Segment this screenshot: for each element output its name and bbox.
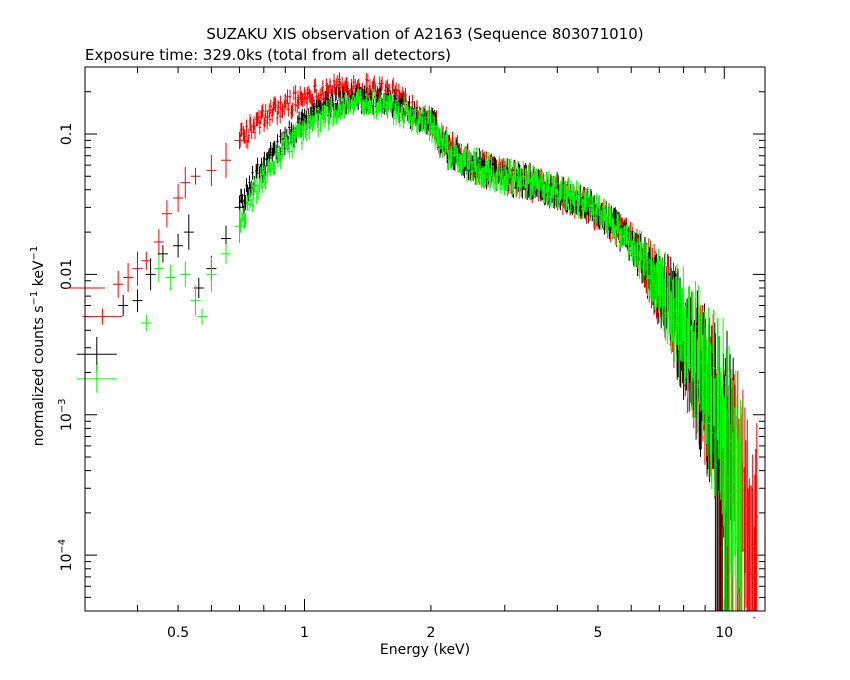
minor-ticks <box>84 67 765 612</box>
x-tick-label: 0.5 <box>167 625 189 641</box>
plot-frame <box>84 66 766 612</box>
y-axis-label-exp1: −1 <box>29 291 40 306</box>
y-tick-label: 10−3 <box>57 399 75 432</box>
y-axis-label-exp2: −1 <box>29 246 40 261</box>
y-tick-label: 0.01 <box>59 259 75 290</box>
y-axis-label-main: normalized counts s <box>31 305 47 446</box>
x-tick-label: 2 <box>426 625 435 641</box>
spectrum-series-black <box>76 83 735 611</box>
spectrum-series-green <box>76 88 743 611</box>
y-tick-label: 10−4 <box>57 539 75 572</box>
x-tick-label: 5 <box>593 625 602 641</box>
y-axis-label: normalized counts s−1 keV−1 <box>29 246 47 447</box>
major-ticks <box>85 67 765 611</box>
y-tick-label: 0.1 <box>59 123 75 145</box>
y-axis-label-mid: keV <box>31 260 47 291</box>
x-axis-label: Energy (keV) <box>380 642 470 658</box>
chart-title: SUZAKU XIS observation of A2163 (Sequenc… <box>206 25 643 43</box>
x-tick-label: 10 <box>715 625 733 641</box>
x-tick-label: 1 <box>300 625 309 641</box>
spectrum-series-red <box>65 72 758 619</box>
chart-subtitle: Exposure time: 329.0ks (total from all d… <box>85 46 451 64</box>
